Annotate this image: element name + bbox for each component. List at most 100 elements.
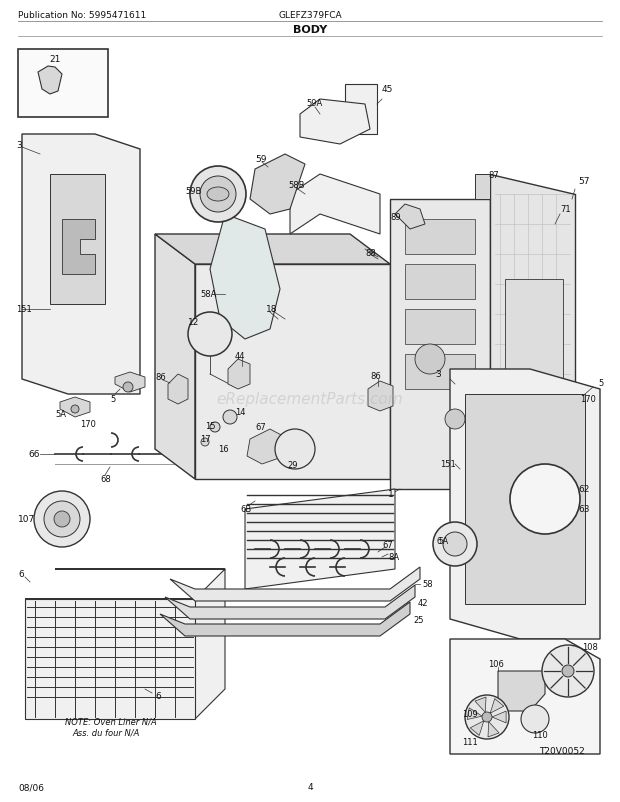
Text: 42: 42 <box>418 599 428 608</box>
Polygon shape <box>155 235 195 480</box>
Bar <box>198 326 224 339</box>
Text: 170: 170 <box>80 420 96 429</box>
Polygon shape <box>250 155 305 215</box>
Polygon shape <box>475 175 490 200</box>
Text: 6: 6 <box>437 537 442 546</box>
Polygon shape <box>38 67 62 95</box>
Text: 89: 89 <box>390 213 401 222</box>
Circle shape <box>415 345 445 375</box>
Text: 08/06: 08/06 <box>18 783 44 792</box>
Text: 8A: 8A <box>388 553 399 561</box>
Text: Ass. du four N/A: Ass. du four N/A <box>72 727 140 736</box>
Polygon shape <box>475 697 486 712</box>
Polygon shape <box>492 711 506 723</box>
Ellipse shape <box>207 188 229 202</box>
Circle shape <box>433 522 477 566</box>
Polygon shape <box>165 585 415 619</box>
Polygon shape <box>467 708 482 719</box>
Text: Publication No: 5995471611: Publication No: 5995471611 <box>18 10 146 19</box>
Circle shape <box>465 695 509 739</box>
Text: 5A: 5A <box>55 410 66 419</box>
Text: 88: 88 <box>365 248 376 257</box>
Polygon shape <box>490 175 575 469</box>
Text: 170: 170 <box>580 395 596 404</box>
Text: 45: 45 <box>382 85 393 95</box>
Text: 59B: 59B <box>185 186 202 195</box>
Text: GLEFZ379FCA: GLEFZ379FCA <box>278 10 342 19</box>
Text: 58: 58 <box>422 580 433 589</box>
Text: 5: 5 <box>110 395 115 404</box>
Bar <box>505 280 563 379</box>
Circle shape <box>542 645 594 697</box>
Circle shape <box>200 176 236 213</box>
Text: eReplacementParts.com: eReplacementParts.com <box>216 392 404 407</box>
Text: 108: 108 <box>582 642 598 652</box>
Polygon shape <box>22 135 140 395</box>
Text: 4: 4 <box>307 783 313 792</box>
Text: 63: 63 <box>578 505 590 514</box>
Text: NOTE: Oven Liner N/A: NOTE: Oven Liner N/A <box>65 717 157 726</box>
Text: 71: 71 <box>560 205 570 214</box>
Circle shape <box>71 406 79 414</box>
Text: 109: 109 <box>462 710 478 719</box>
Text: 6: 6 <box>18 569 24 579</box>
Polygon shape <box>470 721 484 735</box>
Polygon shape <box>195 265 390 480</box>
Circle shape <box>210 423 220 432</box>
Text: 17: 17 <box>200 435 211 444</box>
Text: 62: 62 <box>578 485 590 494</box>
Bar <box>465 395 585 604</box>
Polygon shape <box>247 429 285 464</box>
Circle shape <box>443 533 467 557</box>
Polygon shape <box>50 175 105 305</box>
Circle shape <box>562 665 574 677</box>
Polygon shape <box>290 175 380 235</box>
Circle shape <box>482 712 492 722</box>
Polygon shape <box>25 599 195 719</box>
Text: 86: 86 <box>370 372 381 381</box>
Text: 6B: 6B <box>240 505 251 514</box>
Text: 151: 151 <box>440 460 456 469</box>
Polygon shape <box>390 200 490 489</box>
Text: 5: 5 <box>598 379 603 388</box>
Text: 59: 59 <box>255 156 267 164</box>
Polygon shape <box>168 375 188 404</box>
Polygon shape <box>498 671 545 711</box>
Polygon shape <box>25 569 225 719</box>
Text: 25: 25 <box>413 616 423 625</box>
Text: 58A: 58A <box>200 290 216 299</box>
Text: 14: 14 <box>235 408 246 417</box>
Polygon shape <box>488 722 499 737</box>
Text: 15: 15 <box>205 422 216 431</box>
Bar <box>525 492 553 505</box>
Polygon shape <box>395 205 425 229</box>
Bar <box>405 310 475 345</box>
Circle shape <box>34 492 90 547</box>
Text: 66: 66 <box>28 450 40 459</box>
Bar <box>283 437 307 461</box>
Circle shape <box>190 167 246 223</box>
Text: BODY: BODY <box>293 25 327 35</box>
Polygon shape <box>155 235 390 265</box>
Text: 16: 16 <box>218 445 229 454</box>
Text: 18: 18 <box>266 305 278 314</box>
Polygon shape <box>520 488 560 512</box>
Polygon shape <box>450 639 600 754</box>
Text: 58B: 58B <box>288 180 304 189</box>
Polygon shape <box>450 370 600 639</box>
Text: 57: 57 <box>578 177 590 186</box>
Circle shape <box>521 705 549 733</box>
Text: T20V0052: T20V0052 <box>539 747 585 755</box>
Circle shape <box>44 501 80 537</box>
Text: 3: 3 <box>16 140 22 149</box>
Text: 3: 3 <box>435 370 441 379</box>
Text: 67: 67 <box>255 423 266 432</box>
Circle shape <box>510 464 580 534</box>
Bar <box>405 354 475 390</box>
Circle shape <box>275 429 315 469</box>
Text: 86: 86 <box>155 373 166 382</box>
Text: 67: 67 <box>382 540 392 549</box>
Polygon shape <box>228 359 250 390</box>
Circle shape <box>54 512 70 528</box>
Text: 5A: 5A <box>438 537 448 546</box>
